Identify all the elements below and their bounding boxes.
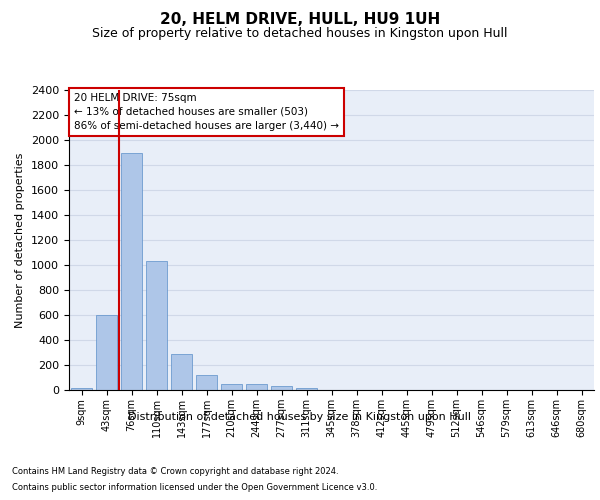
Text: Distribution of detached houses by size in Kingston upon Hull: Distribution of detached houses by size … [128, 412, 472, 422]
Text: Contains HM Land Registry data © Crown copyright and database right 2024.: Contains HM Land Registry data © Crown c… [12, 468, 338, 476]
Bar [196, 375, 217, 390]
Bar [171, 354, 192, 390]
Bar [221, 384, 242, 390]
Bar [121, 152, 142, 390]
Bar [246, 384, 267, 390]
Text: Contains public sector information licensed under the Open Government Licence v3: Contains public sector information licen… [12, 482, 377, 492]
Text: 20 HELM DRIVE: 75sqm
← 13% of detached houses are smaller (503)
86% of semi-deta: 20 HELM DRIVE: 75sqm ← 13% of detached h… [74, 93, 339, 131]
Bar [271, 386, 292, 390]
Bar [71, 388, 92, 390]
Y-axis label: Number of detached properties: Number of detached properties [16, 152, 25, 328]
Bar [296, 388, 317, 390]
Text: Size of property relative to detached houses in Kingston upon Hull: Size of property relative to detached ho… [92, 28, 508, 40]
Bar [146, 261, 167, 390]
Text: 20, HELM DRIVE, HULL, HU9 1UH: 20, HELM DRIVE, HULL, HU9 1UH [160, 12, 440, 28]
Bar [96, 315, 117, 390]
